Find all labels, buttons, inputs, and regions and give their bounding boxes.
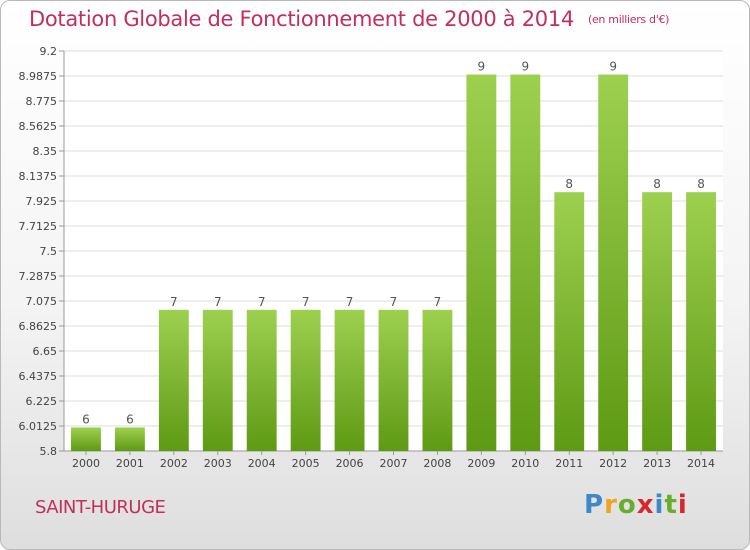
y-tick-label: 7.7125 xyxy=(19,220,58,233)
x-tick-label-2010: 2010 xyxy=(511,457,539,470)
data-label-2003: 7 xyxy=(214,295,222,309)
proxiti-logo: Proxiti xyxy=(584,490,688,520)
y-tick-label: 7.925 xyxy=(26,195,58,208)
chart-unit: (en milliers d'€) xyxy=(587,13,670,26)
bar-2002 xyxy=(158,309,189,451)
x-tick-label-2009: 2009 xyxy=(467,457,495,470)
y-tick-label: 7.5 xyxy=(40,245,58,258)
data-label-2001: 6 xyxy=(126,412,134,426)
logo-letter: t xyxy=(664,490,678,520)
x-tick-label-2005: 2005 xyxy=(292,457,320,470)
y-tick-label: 6.0125 xyxy=(19,420,58,433)
y-tick-label: 8.5625 xyxy=(19,120,58,133)
data-label-2006: 7 xyxy=(346,295,354,309)
data-label-2009: 9 xyxy=(478,60,486,74)
x-tick-label-2012: 2012 xyxy=(599,457,627,470)
logo-letter: x xyxy=(636,490,655,520)
bar-2004 xyxy=(246,309,277,451)
data-label-2000: 6 xyxy=(82,412,90,426)
x-tick-label-2001: 2001 xyxy=(116,457,144,470)
data-label-2011: 8 xyxy=(565,177,573,191)
y-tick-label: 6.8625 xyxy=(19,320,58,333)
logo-letter: P xyxy=(584,490,605,520)
x-axis: 2000 2001 2002 2003 2004 2005 2006 2007 2008 2009… xyxy=(72,451,715,470)
data-label-2014: 8 xyxy=(697,177,705,191)
bar-2007 xyxy=(378,309,409,451)
data-label-2005: 7 xyxy=(302,295,310,309)
y-tick-label: 8.1375 xyxy=(19,170,58,183)
x-tick-label-2013: 2013 xyxy=(643,457,671,470)
bar-2014 xyxy=(686,192,716,452)
x-tick-label-2003: 2003 xyxy=(204,457,232,470)
y-tick-label: 8.9875 xyxy=(19,70,58,83)
bar-2000 xyxy=(71,427,101,451)
bar-2010 xyxy=(510,74,541,451)
y-tick-label: 7.075 xyxy=(26,295,58,308)
y-tick-label: 6.225 xyxy=(26,395,58,408)
data-label-2010: 9 xyxy=(521,60,529,74)
data-label-2002: 7 xyxy=(170,295,178,309)
logo-letter: i xyxy=(654,490,665,520)
x-tick-label-2007: 2007 xyxy=(380,457,408,470)
x-tick-label-2014: 2014 xyxy=(687,457,715,470)
y-tick-label: 8.35 xyxy=(33,145,58,158)
x-tick-label-2002: 2002 xyxy=(160,457,188,470)
bar-2005 xyxy=(290,309,321,451)
chart-title: Dotation Globale de Fonctionnement de 20… xyxy=(29,7,669,31)
bar-2003 xyxy=(202,309,233,451)
x-tick-label-2004: 2004 xyxy=(248,457,276,470)
x-tick-label-2006: 2006 xyxy=(336,457,364,470)
y-tick-label: 6.4375 xyxy=(19,370,58,383)
bar-2001 xyxy=(114,427,145,451)
logo-letter: i xyxy=(677,490,688,520)
data-label-2013: 8 xyxy=(653,177,661,191)
bar-2008 xyxy=(422,309,453,451)
x-tick-label-2011: 2011 xyxy=(555,457,583,470)
y-tick-label: 9.2 xyxy=(40,45,58,58)
bars: 6 6 7 7 7 7 7 7 7 9 9 8 9 8 8 xyxy=(71,60,716,452)
data-label-2012: 9 xyxy=(609,60,617,74)
y-tick-label: 6.65 xyxy=(33,345,58,358)
logo-letter: o xyxy=(617,490,637,520)
y-tick-label: 8.775 xyxy=(26,95,58,108)
data-label-2007: 7 xyxy=(390,295,398,309)
data-label-2008: 7 xyxy=(434,295,442,309)
x-tick-label-2000: 2000 xyxy=(72,457,100,470)
bar-2006 xyxy=(334,309,365,451)
chart-title-text: Dotation Globale de Fonctionnement de 20… xyxy=(29,7,574,31)
commune-name: SAINT-HURUGE xyxy=(35,497,166,518)
y-tick-label: 5.8 xyxy=(40,445,58,458)
bar-2011 xyxy=(554,192,585,452)
bar-2013 xyxy=(642,192,673,452)
bar-2009 xyxy=(466,74,497,451)
y-tick-label: 7.2875 xyxy=(19,270,58,283)
x-tick-label-2008: 2008 xyxy=(423,457,451,470)
logo-letter: r xyxy=(604,490,618,520)
bar-2012 xyxy=(598,74,629,451)
data-label-2004: 7 xyxy=(258,295,266,309)
